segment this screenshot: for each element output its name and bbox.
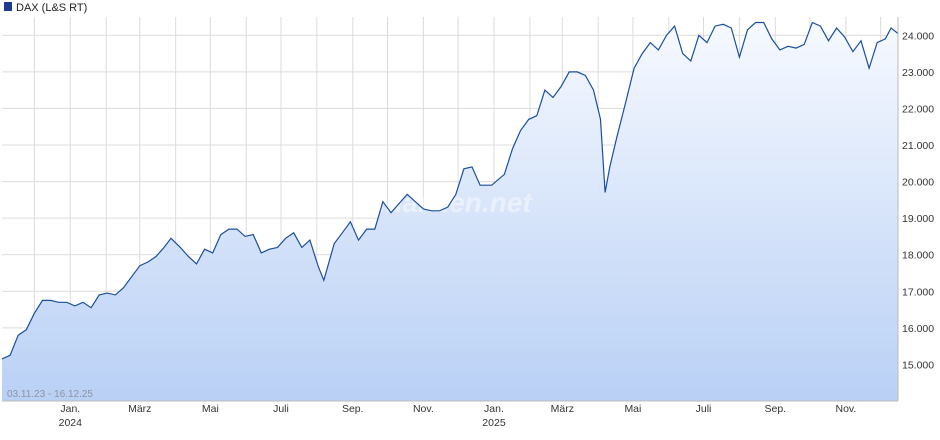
- x-axis-ticks: Jan. 2024 März Mai Juli Sep. Nov. Jan. 2025 März M…: [59, 403, 857, 429]
- price-area-fill: [2, 22, 898, 401]
- y-tick-label: 23.000: [902, 67, 934, 79]
- x-tick-label: Juli: [273, 403, 289, 415]
- y-tick-label: 21.000: [902, 140, 934, 152]
- y-tick-label: 24.000: [902, 30, 934, 42]
- x-tick-year: 2025: [482, 417, 506, 429]
- x-tick-label: Juli: [696, 403, 712, 415]
- x-tick-label: Sep.: [764, 403, 786, 415]
- y-tick-label: 18.000: [902, 250, 934, 262]
- y-tick-label: 19.000: [902, 213, 934, 225]
- x-tick-label: Mai: [624, 403, 641, 415]
- x-tick-year: 2024: [59, 417, 83, 429]
- y-axis-ticks: 15.000 16.000 17.000 18.000 19.000 20.000 21.0…: [902, 30, 934, 371]
- price-line: [1, 21, 899, 360]
- x-tick-label: Jan.: [484, 403, 504, 415]
- x-tick-label: Nov.: [836, 403, 857, 415]
- x-tick-label: Jan.: [60, 403, 80, 415]
- x-tick-label: März: [551, 403, 574, 415]
- y-tick-label: 15.000: [902, 359, 934, 371]
- x-tick-label: Sep.: [342, 403, 364, 415]
- y-tick-label: 22.000: [902, 103, 934, 115]
- date-range-label: 03.11.23 - 16.12.25: [7, 389, 93, 400]
- x-tick-label: Mai: [202, 403, 219, 415]
- legend-swatch: [4, 2, 12, 11]
- legend-label: DAX (L&S RT): [16, 2, 87, 14]
- y-tick-label: 20.000: [902, 177, 934, 189]
- x-tick-label: Nov.: [413, 403, 434, 415]
- x-tick-label: März: [128, 403, 151, 415]
- y-tick-label: 17.000: [902, 286, 934, 298]
- y-tick-label: 16.000: [902, 323, 934, 335]
